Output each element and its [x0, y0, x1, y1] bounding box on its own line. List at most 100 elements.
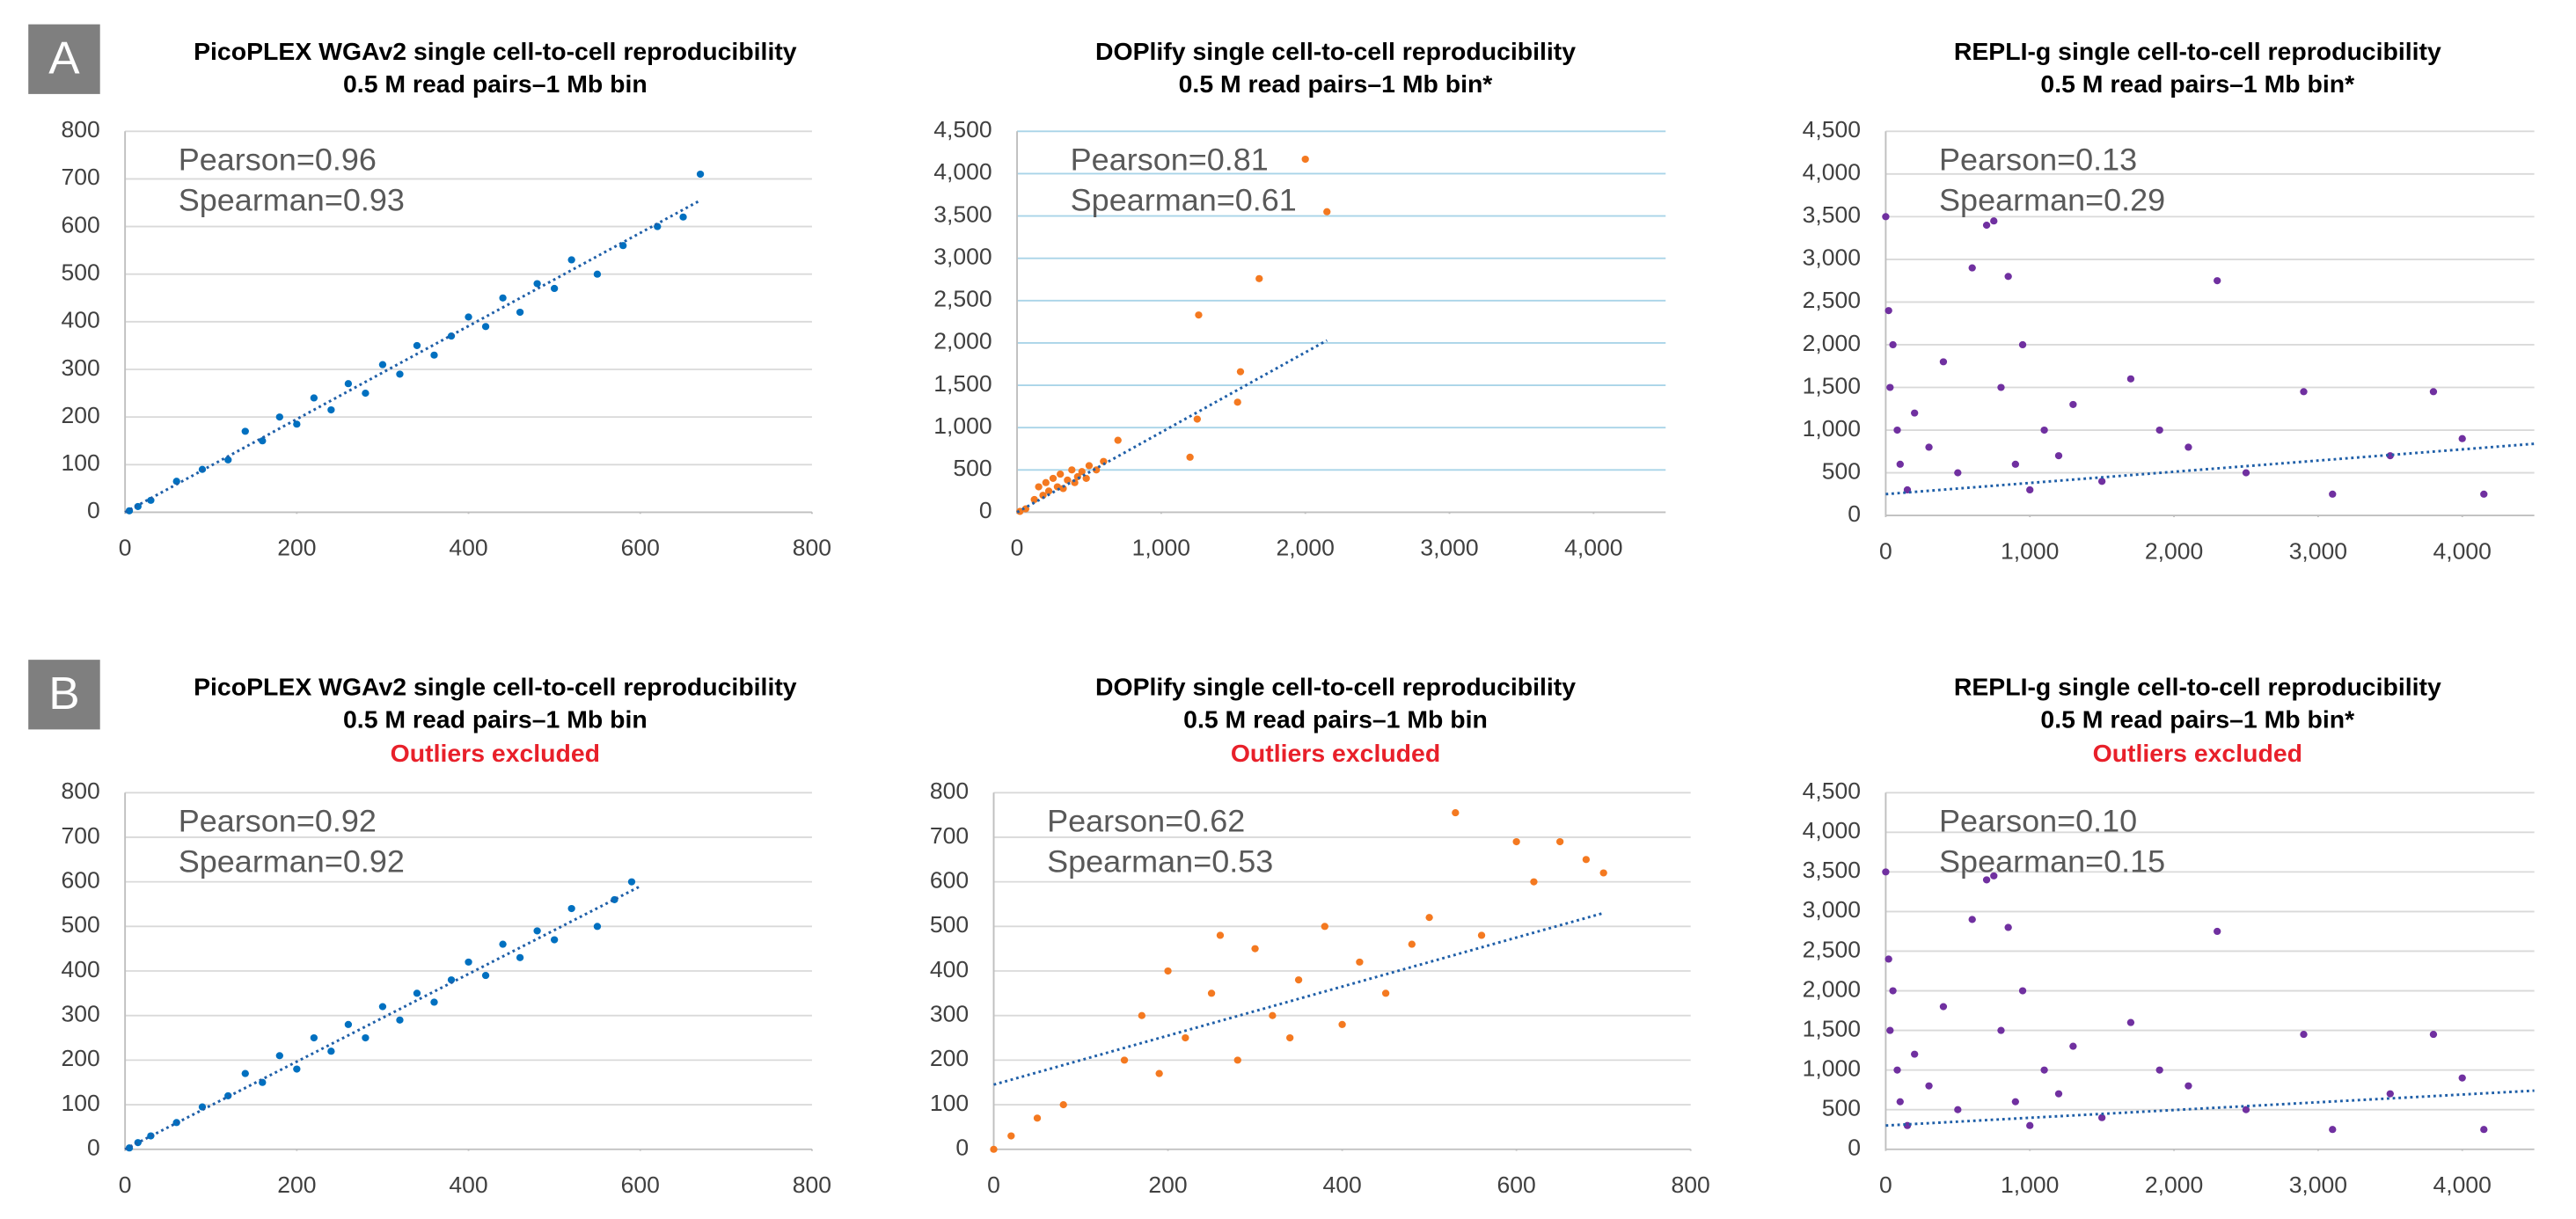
point	[1182, 1033, 1189, 1042]
point	[2040, 426, 2048, 434]
y-tick-label: 2,500	[1803, 288, 1861, 314]
x-tick-label: 400	[449, 535, 487, 561]
point	[378, 1003, 387, 1011]
point	[293, 420, 301, 428]
point	[481, 972, 490, 980]
point	[1477, 931, 1486, 939]
point	[2018, 340, 2027, 349]
y-tick-label: 3,000	[1803, 245, 1861, 271]
point	[1120, 1056, 1129, 1064]
point	[1911, 409, 1919, 417]
point	[1555, 837, 1564, 846]
point	[310, 1033, 318, 1042]
chart-subtitle: 0.5 M read pairs–1 Mb bin	[343, 706, 648, 734]
point	[275, 1052, 283, 1060]
point	[1164, 967, 1172, 975]
x-tick-label: 4,000	[2433, 538, 2492, 565]
y-tick-label: 400	[61, 956, 99, 982]
point	[499, 294, 507, 302]
point	[1889, 340, 1897, 349]
chart-title: PicoPLEX WGAv2 single cell-to-cell repro…	[194, 674, 797, 701]
point	[2126, 1018, 2135, 1026]
point	[1193, 415, 1201, 423]
annotation: Spearman=0.15	[1939, 844, 2165, 879]
annotation: Pearson=0.96	[179, 142, 377, 177]
y-tick-label: 4,500	[933, 116, 992, 142]
point	[1893, 426, 1901, 434]
point	[2458, 434, 2466, 442]
annotation: Spearman=0.29	[1939, 183, 2165, 217]
point	[2155, 426, 2163, 434]
y-tick-label: 500	[61, 911, 99, 938]
y-tick-label: 0	[979, 498, 992, 524]
point	[1207, 989, 1216, 997]
y-tick-label: 600	[930, 867, 969, 894]
y-tick-label: 300	[61, 354, 99, 381]
y-tick-label: 200	[61, 1046, 99, 1072]
point	[533, 927, 541, 935]
point	[1085, 462, 1094, 470]
y-tick-label: 600	[61, 212, 99, 238]
point	[1982, 876, 1991, 884]
point	[533, 280, 541, 288]
point	[1236, 368, 1245, 376]
point	[293, 1065, 301, 1073]
point	[516, 308, 524, 317]
chart-subtitle: 0.5 M read pairs–1 Mb bin*	[2040, 706, 2354, 734]
point	[2429, 1031, 2438, 1039]
x-tick-label: 400	[449, 1172, 487, 1198]
x-tick-label: 600	[1497, 1172, 1536, 1198]
point	[593, 923, 602, 931]
point	[344, 380, 353, 388]
y-tick-label: 0	[87, 1135, 100, 1161]
point	[2242, 469, 2250, 477]
x-tick-label: 3,000	[2289, 1172, 2347, 1198]
y-tick-label: 500	[61, 259, 99, 286]
y-tick-label: 2,000	[1803, 330, 1861, 356]
point	[1068, 466, 1076, 474]
x-tick-label: 0	[119, 535, 132, 561]
point	[1452, 809, 1460, 817]
point	[1530, 878, 1538, 886]
point	[1049, 474, 1057, 482]
x-tick-label: 200	[1148, 1172, 1187, 1198]
point	[1035, 483, 1043, 491]
point	[2480, 1126, 2488, 1134]
x-tick-label: 1,000	[1132, 535, 1190, 561]
point	[259, 437, 267, 445]
point	[2329, 490, 2337, 498]
x-tick-label: 0	[1879, 538, 1892, 565]
trendline	[124, 885, 641, 1151]
point	[1321, 923, 1328, 931]
point	[362, 390, 370, 398]
point	[1886, 383, 1894, 391]
y-tick-label: 2,500	[1803, 937, 1861, 963]
y-tick-label: 2,500	[933, 286, 992, 312]
point	[2018, 987, 2027, 995]
point	[567, 256, 575, 264]
point	[1896, 1098, 1904, 1106]
chart-title: DOPlify single cell-to-cell reproducibil…	[1095, 674, 1577, 701]
point	[1582, 856, 1591, 864]
point	[1007, 1132, 1015, 1140]
x-tick-label: 2,000	[2145, 538, 2203, 565]
point	[447, 976, 456, 984]
point	[413, 989, 421, 997]
point	[2480, 490, 2488, 498]
x-tick-label: 600	[621, 1172, 660, 1198]
panel-box	[28, 24, 100, 94]
point	[2004, 273, 2012, 281]
point	[1599, 869, 1607, 877]
point	[2300, 1031, 2308, 1039]
y-tick-label: 0	[955, 1135, 969, 1161]
point	[2242, 1106, 2250, 1113]
point	[1939, 1003, 1948, 1011]
point	[1233, 1056, 1241, 1064]
chart-subtitle: 0.5 M read pairs–1 Mb bin*	[2040, 70, 2354, 98]
y-tick-label: 300	[930, 1001, 969, 1027]
point	[1425, 914, 1433, 922]
y-tick-label: 700	[61, 164, 99, 191]
x-tick-label: 4,000	[1564, 535, 1622, 561]
point	[1044, 487, 1053, 495]
